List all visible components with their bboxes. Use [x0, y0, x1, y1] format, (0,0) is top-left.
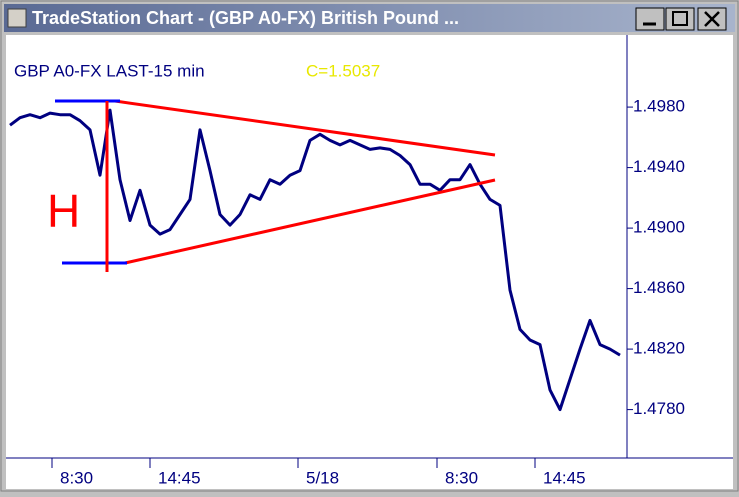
window-buttons[interactable]: [635, 7, 727, 31]
x-tick-label: 14:45: [543, 468, 586, 487]
chart-title: GBP A0-FX LAST-15 min: [14, 61, 205, 80]
x-tick-label: 5/18: [306, 468, 339, 487]
close-icon: [704, 11, 720, 27]
window-title: TradeStation Chart - (GBP A0-FX) British…: [32, 8, 459, 28]
x-tick-label: 14:45: [158, 468, 201, 487]
support-line: [124, 178, 496, 265]
triangle-pattern: H: [47, 99, 496, 272]
title-bar: [4, 4, 735, 32]
y-tick-label: 1.4820: [633, 339, 685, 358]
x-tick-label: 8:30: [445, 468, 478, 487]
maximize-icon: [672, 11, 688, 26]
close-price: C=1.5037: [306, 61, 380, 80]
x-tick-label: 8:30: [60, 468, 93, 487]
y-tick-label: 1.4980: [633, 97, 685, 116]
y-tick-label: 1.4780: [633, 399, 685, 418]
price-line: [9, 108, 621, 412]
y-tick-label: 1.4940: [633, 157, 685, 176]
minimize-button[interactable]: [635, 7, 665, 31]
height-label: H: [47, 185, 80, 237]
y-tick-label: 1.4900: [633, 218, 685, 237]
resistance-line: [114, 99, 496, 157]
app-icon: [7, 8, 27, 28]
y-tick-label: 1.4860: [633, 278, 685, 297]
